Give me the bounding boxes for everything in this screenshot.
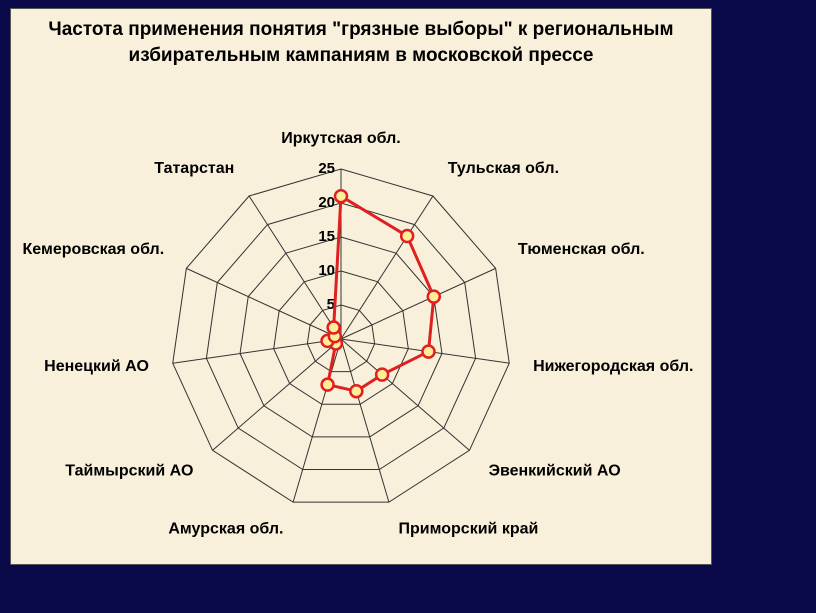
data-marker: [401, 230, 413, 242]
chart-panel: Частота применения понятия "грязные выбо…: [10, 8, 712, 565]
data-marker: [428, 291, 440, 303]
data-marker: [376, 369, 388, 381]
category-label: Эвенкийский АО: [489, 462, 621, 479]
data-marker: [328, 322, 340, 334]
category-label: Татарстан: [154, 160, 234, 177]
category-label: Кемеровская обл.: [23, 241, 165, 258]
category-label: Амурская обл.: [168, 520, 283, 537]
category-label: Ненецкий АО: [44, 358, 149, 375]
data-marker: [322, 379, 334, 391]
data-marker: [350, 385, 362, 397]
data-marker: [335, 190, 347, 202]
radar-chart: 0510152025Иркутская обл.Тульская обл.Тюм…: [11, 84, 711, 564]
category-label: Приморский край: [399, 520, 539, 537]
category-label: Тюменская обл.: [518, 241, 645, 258]
category-label: Иркутская обл.: [281, 130, 400, 147]
category-label: Таймырский АО: [65, 462, 193, 479]
data-marker: [423, 346, 435, 358]
grid-spoke: [293, 339, 341, 502]
grid-spoke: [173, 339, 341, 363]
data-series-line: [328, 196, 434, 391]
slide-background: Частота применения понятия "грязные выбо…: [0, 0, 816, 613]
category-label: Тульская обл.: [448, 160, 559, 177]
chart-title: Частота применения понятия "грязные выбо…: [31, 17, 691, 68]
radar-svg: 0510152025Иркутская обл.Тульская обл.Тюм…: [11, 84, 711, 564]
axis-tick-label: 10: [318, 262, 335, 279]
axis-tick-label: 15: [318, 228, 335, 245]
grid-spoke: [341, 339, 389, 502]
category-label: Нижегородская обл.: [533, 358, 693, 375]
axis-tick-label: 20: [318, 194, 335, 211]
axis-tick-label: 25: [318, 160, 335, 177]
